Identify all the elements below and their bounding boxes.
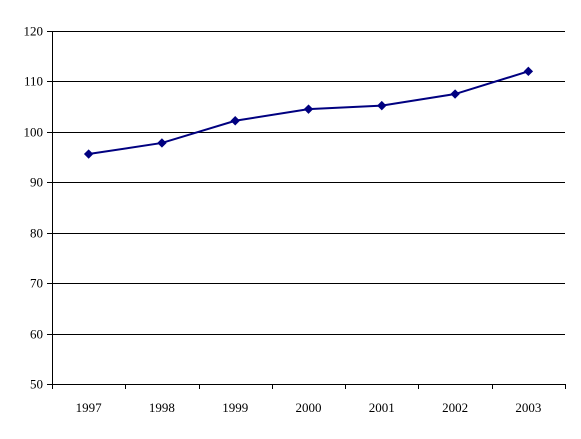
axes (47, 31, 566, 389)
data-series (83, 66, 534, 159)
y-axis-tick-labels: 50 60 70 80 90 100 110 120 (24, 24, 44, 392)
y-tick-label: 60 (30, 327, 43, 342)
y-tick-label: 120 (24, 24, 44, 39)
data-point-2003 (523, 66, 534, 77)
y-tick-label: 50 (30, 377, 43, 392)
gridlines (52, 31, 565, 335)
x-tick-label: 2000 (296, 400, 322, 415)
y-tick-label: 110 (24, 74, 43, 89)
data-point-2002 (450, 89, 460, 99)
y-tick-label: 80 (30, 226, 43, 241)
x-tick-label: 1999 (222, 400, 248, 415)
x-axis-tick-labels: 1997 1998 1999 2000 2001 2002 2003 (76, 400, 542, 415)
x-tick-label: 2002 (442, 400, 468, 415)
data-point-1999 (230, 116, 240, 126)
data-point-2000 (303, 104, 314, 114)
x-tick-label: 1997 (76, 400, 103, 415)
x-tick-label: 2003 (515, 400, 541, 415)
y-tick-label: 90 (30, 175, 43, 190)
x-tick-label: 2001 (369, 400, 395, 415)
data-point-2001 (377, 100, 387, 111)
y-tick-label: 70 (30, 276, 43, 291)
data-point-1998 (157, 138, 167, 148)
y-tick-label: 100 (24, 125, 44, 140)
x-tick-label: 1998 (149, 400, 175, 415)
data-point-1997 (83, 149, 94, 159)
